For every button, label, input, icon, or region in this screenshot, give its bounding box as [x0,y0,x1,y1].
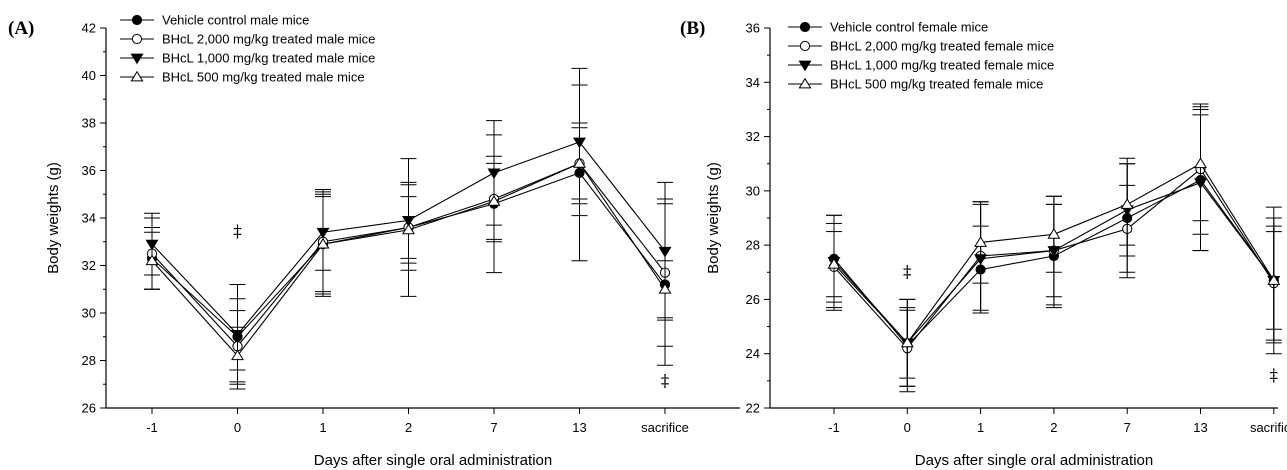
legend-entry: BHcL 2,000 mg/kg treated male mice [162,32,375,47]
y-axis-title: Body weights (g) [705,162,722,274]
x-tick-label: 13 [572,420,586,435]
legend: Vehicle control male mice BHcL 2,000 mg/k… [120,13,375,85]
y-tick-label: 30 [82,306,96,321]
legend-marker [798,77,812,89]
legend-marker [798,60,812,72]
data-point [974,236,988,247]
x-tick-label: 0 [904,420,911,435]
data-point [487,195,501,206]
x-tick-label: -1 [146,420,158,435]
y-tick-label: 28 [82,353,96,368]
y-tick-label: 34 [82,211,96,226]
chart-panel-b: (B) 22 24 26 28 30 32 34 36 -1 0 1 2 7 13 sacrifice Days… [680,18,1287,469]
y-tick-label: 26 [746,292,760,307]
x-tick-label: 7 [490,420,497,435]
data-point [1194,157,1207,169]
data-point [573,157,586,168]
y-tick-label: 34 [746,75,760,90]
x-axis-title: Days after single oral administration [314,452,552,469]
x-tick-label: 2 [1050,420,1057,435]
y-tick-label: 36 [82,163,96,178]
x-tick-label: sacrifice [641,420,689,435]
legend-entry: BHcL 1,000 mg/kg treated male mice [162,51,375,66]
y-tick-label: 42 [82,21,96,36]
legend-entry: Vehicle control male mice [162,13,309,28]
y-tick-label: 36 [746,21,760,36]
y-tick-label: 30 [746,183,760,198]
legend-entry: BHcL 1,000 mg/kg treated female mice [830,58,1054,73]
legend-marker [799,40,811,52]
significance-marker: ‡ [661,372,670,392]
y-tick-label: 32 [746,129,760,144]
y-tick-label: 24 [746,346,760,361]
y-tick-label: 22 [746,401,760,416]
series-4 [826,106,1282,379]
data-point [402,223,415,235]
legend-marker [131,33,143,45]
data-point [900,336,914,348]
legend-marker [799,21,811,33]
legend-entry: BHcL 500 mg/kg treated female mice [830,77,1043,92]
x-tick-label: 0 [234,420,241,435]
x-tick-label: -1 [828,420,840,435]
y-tick-label: 32 [82,258,96,273]
x-tick-label: 13 [1193,420,1207,435]
chart-panel-a: (A) 26 28 30 32 34 36 38 40 42 -1 0 1 2 7 13 sacrifice Da… [8,13,740,469]
data-point [1120,198,1134,209]
legend-entry: BHcL 500 mg/kg treated male mice [162,70,365,85]
significance-marker: ‡ [903,263,912,283]
data-point [1267,274,1281,285]
x-tick-label: 2 [405,420,412,435]
legend-entry: Vehicle control female mice [830,20,988,35]
y-axis-title: Body weights (g) [45,162,62,274]
data-point [658,282,672,294]
x-tick-label: 7 [1124,420,1131,435]
data-point [827,257,841,269]
y-tick-label: 26 [82,401,96,416]
data-point [145,254,159,266]
legend-marker [130,70,144,82]
significance-marker: ‡ [1270,366,1279,386]
y-tick-label: 28 [746,238,760,253]
y-tick-label: 40 [82,68,96,83]
legend-marker [131,14,143,26]
significance-marker: ‡ [233,222,242,242]
legend-entry: BHcL 2,000 mg/kg treated female mice [830,39,1054,54]
y-tick-label: 38 [82,116,96,131]
series-4 [144,127,673,385]
x-tick-label: 1 [319,420,326,435]
data-point [231,349,244,361]
panel-label: (B) [680,18,705,39]
data-point [658,246,672,258]
data-point [1047,228,1061,239]
x-axis-title: Days after single oral administration [915,452,1153,469]
legend: Vehicle control female mice BHcL 2,000 mg… [788,20,1054,92]
x-tick-label: sacrifice [1250,420,1287,435]
x-tick-label: 1 [977,420,984,435]
panel-label: (A) [8,18,34,39]
legend-marker [130,53,144,65]
data-point [316,237,330,249]
